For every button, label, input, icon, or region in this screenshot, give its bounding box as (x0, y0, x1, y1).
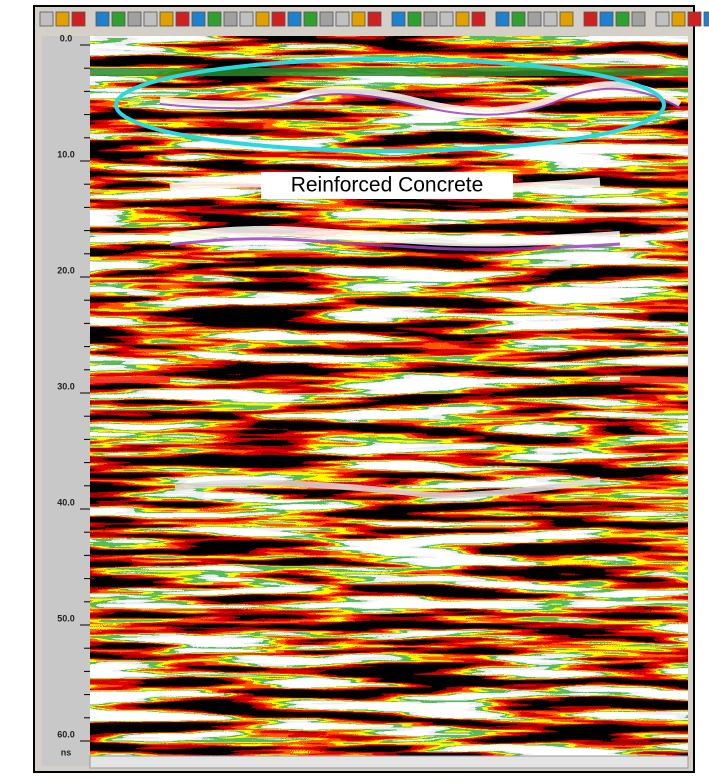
toolbar-button[interactable] (175, 11, 190, 27)
depth-label: 20.0 (57, 265, 75, 275)
toolbar-button[interactable] (319, 11, 334, 27)
depth-label: 60.0 (57, 729, 75, 739)
toolbar-button[interactable] (599, 11, 614, 27)
band (169, 237, 621, 251)
highlight-ellipse (114, 57, 666, 153)
depth-label: 40.0 (57, 497, 75, 507)
toolbar-button[interactable] (303, 11, 318, 27)
toolbar-button[interactable] (407, 11, 422, 27)
toolbar-button[interactable] (191, 11, 206, 27)
toolbar (39, 11, 709, 27)
toolbar-button[interactable] (255, 11, 270, 27)
toolbar-button[interactable] (615, 11, 630, 27)
toolbar-button[interactable] (351, 11, 366, 27)
annotation-box (261, 172, 513, 199)
toolbar-button[interactable] (543, 11, 558, 27)
toolbar-button[interactable] (559, 11, 574, 27)
toolbar-button[interactable] (335, 11, 350, 27)
radargram (90, 36, 688, 756)
toolbar-button[interactable] (423, 11, 438, 27)
ruler-ticks: 0.0 10.0 20.0 30.0 40.0 50.0 60.0 ns (57, 33, 90, 757)
toolbar-button[interactable] (207, 11, 222, 27)
toolbar-button[interactable] (55, 11, 70, 27)
toolbar-button[interactable] (703, 11, 709, 27)
toolbar-button[interactable] (439, 11, 454, 27)
toolbar-button[interactable] (391, 11, 406, 27)
toolbar-button[interactable] (287, 11, 302, 27)
toolbar-button[interactable] (367, 11, 382, 27)
toolbar-button[interactable] (687, 11, 702, 27)
depth-label: 50.0 (57, 613, 75, 623)
toolbar-button[interactable] (455, 11, 470, 27)
toolbar-button[interactable] (527, 11, 542, 27)
depth-label: 10.0 (57, 149, 75, 159)
toolbar-button[interactable] (239, 11, 254, 27)
toolbar-button[interactable] (39, 11, 54, 27)
band (169, 225, 621, 247)
toolbar-button[interactable] (71, 11, 86, 27)
toolbar-button[interactable] (223, 11, 238, 27)
h-scrollbar[interactable] (89, 755, 689, 769)
depth-label: 0.0 (60, 33, 73, 43)
toolbar-button[interactable] (127, 11, 142, 27)
toolbar-button[interactable] (671, 11, 686, 27)
toolbar-button[interactable] (159, 11, 174, 27)
band (159, 87, 681, 116)
toolbar-button[interactable] (471, 11, 486, 27)
depth-unit: ns (61, 747, 72, 757)
toolbar-button[interactable] (111, 11, 126, 27)
band (159, 81, 682, 115)
toolbar-button[interactable] (271, 11, 286, 27)
toolbar-button[interactable] (143, 11, 158, 27)
depth-label: 30.0 (57, 381, 75, 391)
annotation: Reinforced Concrete (291, 174, 484, 197)
band (174, 477, 601, 499)
toolbar-button[interactable] (495, 11, 510, 27)
toolbar-button[interactable] (655, 11, 670, 27)
toolbar-button[interactable] (583, 11, 598, 27)
depth-ruler (42, 36, 90, 766)
toolbar-button[interactable] (95, 11, 110, 27)
toolbar-button[interactable] (631, 11, 646, 27)
toolbar-button[interactable] (511, 11, 526, 27)
